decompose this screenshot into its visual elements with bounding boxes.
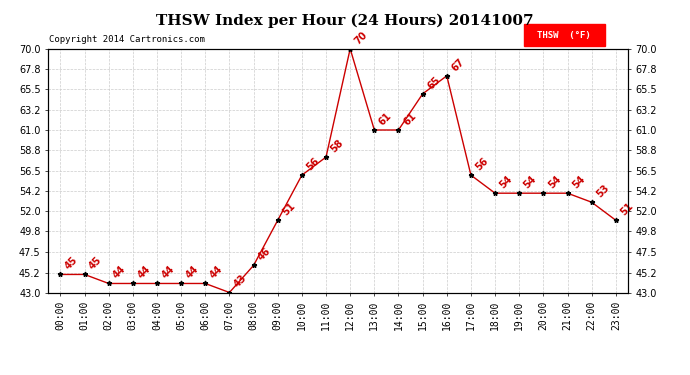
Text: 61: 61 [377,111,394,127]
Text: THSW  (°F): THSW (°F) [538,31,591,40]
Text: THSW Index per Hour (24 Hours) 20141007: THSW Index per Hour (24 Hours) 20141007 [156,13,534,27]
Text: 46: 46 [257,246,273,262]
Text: 51: 51 [619,201,635,217]
Text: 54: 54 [522,174,539,190]
Text: 44: 44 [184,264,201,281]
Text: 61: 61 [402,111,418,127]
Text: 54: 54 [571,174,587,190]
Text: 44: 44 [136,264,152,281]
Text: 44: 44 [112,264,128,281]
Text: 44: 44 [160,264,177,281]
Text: 45: 45 [88,255,104,272]
Text: 56: 56 [474,156,491,172]
Text: Copyright 2014 Cartronics.com: Copyright 2014 Cartronics.com [50,35,206,44]
Text: 56: 56 [305,156,322,172]
Text: 70: 70 [353,29,370,46]
FancyBboxPatch shape [524,24,604,46]
Text: 43: 43 [233,273,249,290]
Text: 54: 54 [546,174,563,190]
Text: 65: 65 [426,75,442,91]
Text: 54: 54 [498,174,515,190]
Text: 45: 45 [63,255,80,272]
Text: 44: 44 [208,264,225,281]
Text: 53: 53 [595,183,611,200]
Text: 67: 67 [450,57,466,73]
Text: 51: 51 [281,201,297,217]
Text: 58: 58 [329,138,346,154]
